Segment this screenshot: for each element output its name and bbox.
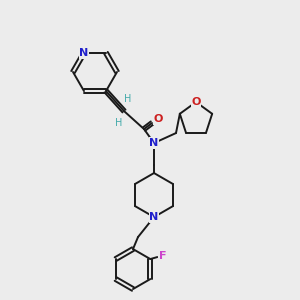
Text: N: N — [80, 48, 88, 58]
Text: F: F — [159, 251, 166, 261]
Text: H: H — [124, 94, 132, 104]
Text: N: N — [149, 212, 159, 222]
Text: O: O — [153, 114, 163, 124]
Text: H: H — [115, 118, 123, 128]
Text: N: N — [149, 138, 159, 148]
Text: O: O — [191, 97, 201, 107]
